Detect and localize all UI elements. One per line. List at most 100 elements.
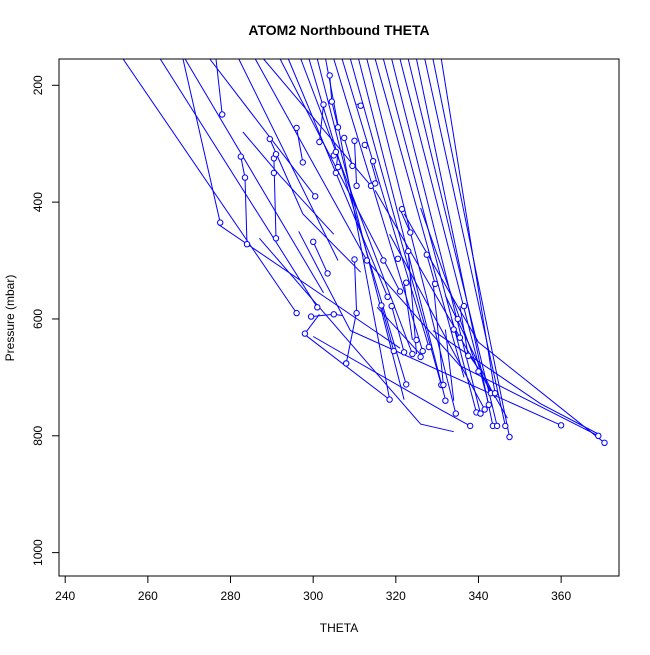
x-tick-label-320: 320 (386, 589, 406, 603)
data-point-15 (316, 138, 323, 146)
data-point-16 (320, 101, 327, 108)
series-line-54 (407, 251, 417, 355)
data-point-50 (405, 248, 412, 255)
data-point-6 (266, 135, 273, 143)
series-line-66 (242, 131, 335, 235)
series-line-52 (380, 305, 395, 352)
data-point-57 (425, 343, 433, 351)
series-line-5 (296, 127, 304, 163)
series-line-40 (407, 59, 498, 427)
data-point-78 (502, 422, 509, 430)
data-point-48 (403, 279, 410, 286)
series-line-34 (358, 59, 446, 400)
x-tick-label-360: 360 (551, 589, 571, 603)
data-point-79 (506, 433, 513, 441)
data-point-52 (409, 350, 416, 358)
series-line-49 (444, 295, 508, 419)
series-line-2 (182, 59, 221, 223)
series-line-68 (259, 237, 454, 433)
x-tick-label-340: 340 (468, 589, 488, 603)
series-line-20 (184, 59, 324, 293)
data-point-22 (332, 169, 340, 177)
data-point-76 (491, 390, 499, 397)
data-point-61 (442, 397, 449, 404)
data-point-18 (328, 98, 335, 105)
series-line-69 (312, 336, 471, 427)
series-line-57 (444, 329, 455, 401)
data-point-72 (481, 406, 488, 413)
series-line-30 (325, 59, 391, 400)
data-point-34 (363, 257, 371, 264)
data-point-68 (467, 422, 474, 430)
series-line-31 (333, 59, 424, 352)
series-line-33 (349, 59, 442, 386)
series-line-46 (366, 260, 599, 437)
y-tick-label-400: 400 (31, 192, 45, 212)
data-point-60 (440, 381, 447, 389)
data-point-13 (310, 238, 317, 246)
data-point-28 (351, 137, 358, 145)
data-point-1 (219, 111, 226, 118)
data-point-73 (485, 401, 492, 408)
series-line-32 (341, 59, 430, 348)
data-point-67 (465, 352, 472, 359)
x-tick-label-240: 240 (55, 589, 75, 603)
series-line-19 (159, 59, 318, 308)
data-point-80 (557, 422, 565, 429)
data-point-12 (299, 159, 306, 166)
data-point-55 (419, 347, 426, 355)
data-point-62 (450, 326, 457, 333)
series-line-50 (376, 306, 424, 358)
series-line-18 (122, 59, 298, 314)
data-point-86 (314, 304, 321, 311)
series-line-51 (391, 305, 405, 353)
series-line-70 (304, 334, 390, 400)
y-tick-label-200: 200 (31, 75, 45, 95)
series-line-62 (399, 208, 411, 233)
series-line-21 (209, 59, 316, 197)
data-point-63 (452, 410, 459, 417)
data-point-40 (384, 293, 391, 300)
data-point-85 (307, 313, 315, 320)
data-point-4 (241, 174, 249, 181)
x-tick-label-300: 300 (303, 589, 323, 603)
data-point-65 (456, 334, 464, 341)
y-tick-label-1000: 1000 (31, 539, 45, 566)
series-line-29 (316, 59, 405, 400)
data-point-42 (388, 302, 395, 310)
series-line-15 (345, 311, 358, 364)
data-point-30 (353, 182, 360, 190)
series-line-23 (254, 59, 368, 261)
data-point-17 (324, 270, 331, 277)
data-point-43 (390, 347, 397, 355)
data-point-49 (403, 381, 410, 388)
series-line-53 (403, 282, 413, 341)
data-point-77 (493, 422, 501, 430)
y-tick-label-800: 800 (31, 425, 45, 445)
series-line-64 (370, 161, 378, 184)
series-line-28 (308, 59, 407, 385)
x-axis-label: THETA (320, 621, 358, 635)
axes-layer: 240 260 280 300 320 340 360 200 400 600 800 1000 (31, 58, 620, 603)
data-point-71 (477, 410, 484, 417)
data-point-37 (372, 180, 379, 187)
data-point-25 (341, 134, 348, 142)
y-tick-label-600: 600 (31, 309, 45, 329)
data-point-3 (237, 153, 245, 160)
data-point-27 (349, 162, 356, 170)
data-point-11 (293, 124, 300, 132)
x-tick-label-260: 260 (138, 589, 158, 603)
data-point-44 (394, 255, 402, 262)
data-point-58 (431, 280, 439, 288)
series-line-36 (374, 59, 465, 378)
data-point-38 (378, 302, 385, 309)
data-point-24 (334, 163, 342, 171)
series-line-72 (389, 234, 486, 410)
series-line-16 (311, 313, 334, 318)
series-line-26 (287, 59, 389, 297)
series-line-11 (354, 140, 358, 186)
data-point-39 (380, 257, 387, 264)
data-point-36 (369, 158, 377, 165)
data-point-56 (423, 251, 430, 258)
